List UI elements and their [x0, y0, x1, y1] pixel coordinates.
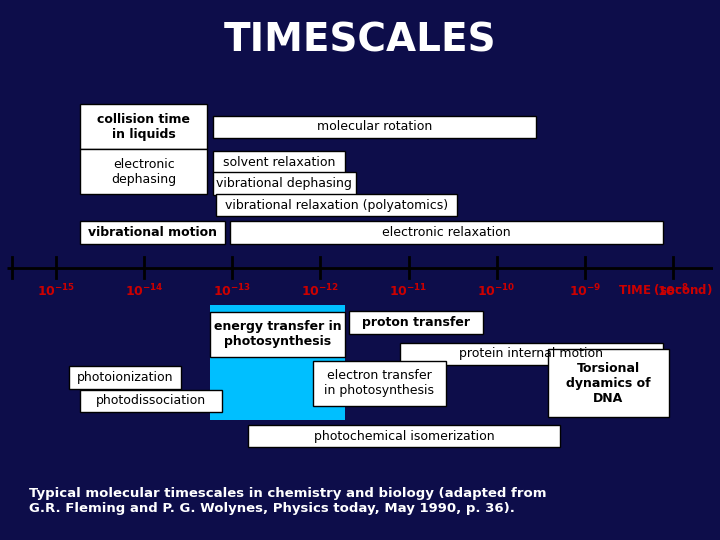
Text: energy transfer in
photosynthesis: energy transfer in photosynthesis: [214, 320, 341, 348]
Text: $\mathbf{10^{-11}}$: $\mathbf{10^{-11}}$: [390, 282, 428, 299]
FancyBboxPatch shape: [81, 389, 222, 412]
FancyBboxPatch shape: [81, 104, 207, 149]
FancyBboxPatch shape: [212, 172, 356, 195]
Text: $\mathbf{10^{-14}}$: $\mathbf{10^{-14}}$: [125, 282, 163, 299]
Text: $\mathbf{TIME\ (second)}$: $\mathbf{TIME\ (second)}$: [618, 282, 713, 298]
FancyBboxPatch shape: [69, 366, 181, 389]
Text: $\mathbf{10^{-10}}$: $\mathbf{10^{-10}}$: [477, 282, 516, 299]
Text: solvent relaxation: solvent relaxation: [222, 156, 335, 168]
Text: Torsional
dynamics of
DNA: Torsional dynamics of DNA: [566, 362, 651, 404]
FancyBboxPatch shape: [210, 312, 345, 357]
Text: electronic relaxation: electronic relaxation: [382, 226, 510, 239]
FancyBboxPatch shape: [81, 221, 225, 244]
Text: $\mathbf{10^{-8}}$: $\mathbf{10^{-8}}$: [657, 282, 689, 299]
Text: $\mathbf{10^{-15}}$: $\mathbf{10^{-15}}$: [37, 282, 75, 299]
Text: vibrational motion: vibrational motion: [89, 226, 217, 239]
Text: proton transfer: proton transfer: [362, 316, 470, 329]
Text: photodissociation: photodissociation: [96, 394, 206, 407]
Text: $\mathbf{10^{-9}}$: $\mathbf{10^{-9}}$: [569, 282, 601, 299]
FancyBboxPatch shape: [81, 149, 207, 194]
FancyBboxPatch shape: [400, 342, 662, 365]
Text: collision time
in liquids: collision time in liquids: [97, 113, 190, 141]
Text: photoionization: photoionization: [77, 371, 174, 384]
Text: molecular rotation: molecular rotation: [317, 120, 432, 133]
FancyBboxPatch shape: [212, 151, 345, 173]
Text: $\mathbf{10^{-13}}$: $\mathbf{10^{-13}}$: [213, 282, 251, 299]
FancyBboxPatch shape: [348, 311, 484, 334]
Text: vibrational relaxation (polyatomics): vibrational relaxation (polyatomics): [225, 199, 448, 212]
FancyBboxPatch shape: [210, 305, 345, 420]
Text: $\mathbf{10^{-12}}$: $\mathbf{10^{-12}}$: [301, 282, 339, 299]
FancyBboxPatch shape: [548, 349, 669, 417]
FancyBboxPatch shape: [216, 194, 457, 217]
Text: photochemical isomerization: photochemical isomerization: [314, 429, 495, 443]
Text: electronic
dephasing: electronic dephasing: [112, 158, 176, 186]
FancyBboxPatch shape: [230, 221, 662, 244]
Text: electron transfer
in photosynthesis: electron transfer in photosynthesis: [325, 369, 434, 397]
Text: vibrational dephasing: vibrational dephasing: [216, 177, 352, 190]
Text: Typical molecular timescales in chemistry and biology (adapted from
G.R. Fleming: Typical molecular timescales in chemistr…: [29, 487, 546, 515]
Text: protein internal motion: protein internal motion: [459, 347, 603, 360]
FancyBboxPatch shape: [212, 116, 536, 138]
FancyBboxPatch shape: [248, 425, 560, 447]
Text: TIMESCALES: TIMESCALES: [224, 21, 496, 59]
FancyBboxPatch shape: [313, 361, 446, 406]
